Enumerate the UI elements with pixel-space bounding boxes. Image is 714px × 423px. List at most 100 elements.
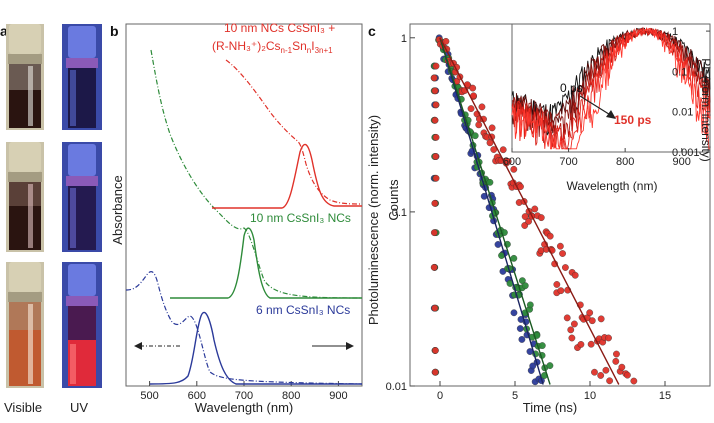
decay-point [432, 133, 440, 141]
inset-x-ticks: 600 700 800 900 [503, 148, 691, 168]
decay-point [606, 377, 614, 385]
panel-c: c Photoluminescence (norm. intensity) Co… [366, 23, 713, 415]
arrow-right [312, 342, 354, 350]
decay-point [432, 101, 440, 109]
decay-point [591, 368, 598, 376]
decay-point [430, 263, 438, 271]
decay-point [510, 309, 518, 317]
c-tick-label: 10 [584, 390, 596, 402]
c-tick-label: 0 [437, 390, 443, 402]
decay-point [538, 342, 546, 349]
decay-point [587, 340, 595, 348]
decay-point [431, 368, 439, 376]
panel-c-y-label-outer: Photoluminescence (norm. intensity) [366, 115, 381, 325]
inset-y-ticks: 1 0.1 0.01 0.001 [672, 26, 710, 159]
curve-mixed-pl [212, 143, 362, 209]
panel-c-fit-lines [439, 37, 620, 385]
decay-point [525, 217, 532, 225]
panel-b-letter: b [110, 23, 119, 39]
decay-point [559, 250, 566, 257]
decay-point [499, 146, 507, 154]
label-uv: UV [70, 400, 88, 415]
decay-point [562, 264, 569, 271]
decay-point [605, 334, 612, 342]
decay-fit-line [439, 37, 620, 385]
decay-point [588, 317, 596, 325]
decay-point [510, 254, 518, 262]
vial-uv-3 [62, 262, 102, 388]
b-tick-label: 900 [329, 390, 347, 402]
decay-point [531, 205, 539, 213]
curve-10nm-absorbance [150, 49, 363, 299]
decay-point [510, 165, 518, 173]
decay-fit-line [439, 37, 551, 385]
decay-point [546, 232, 554, 240]
decay-point [546, 362, 554, 370]
decay-point [521, 222, 529, 229]
decay-point [526, 301, 534, 309]
vial-visible-1 [6, 24, 44, 130]
panel-a: a [0, 23, 102, 415]
vial-uv-1 [62, 24, 102, 130]
decay-point [430, 229, 438, 237]
inset-tick-label: 900 [673, 156, 691, 168]
decay-point [618, 363, 626, 371]
decay-point [567, 326, 575, 334]
panel-a-letter: a [0, 23, 8, 39]
panel-b-x-label: Wavelength (nm) [195, 400, 294, 415]
decay-point [630, 377, 638, 385]
inset-tick-label: 800 [616, 156, 634, 168]
b-tick-label: 700 [235, 390, 253, 402]
decay-point [521, 282, 529, 290]
curve-6nm-absorbance [125, 271, 363, 385]
inset-arrow [579, 95, 616, 119]
decay-series [430, 36, 638, 385]
inset-tick-label: 600 [503, 156, 521, 168]
annotation-mixed-line1: 10 nm NCs CsSnI₃ + [224, 21, 335, 35]
decay-point [431, 199, 439, 207]
vial-uv-2 [62, 142, 102, 252]
panel-c-y-ticks: 1 0.1 0.01 [386, 33, 415, 393]
inset-ytick-label: 0.01 [672, 107, 693, 119]
decay-fit-line [439, 37, 544, 385]
decay-point [557, 287, 565, 295]
c-tick-label: 5 [512, 390, 518, 402]
annotation-10nm: 10 nm CsSnI₃ NCs [250, 211, 351, 225]
decay-point [556, 242, 564, 250]
inset-label-150ps: 150 ps [614, 113, 652, 127]
decay-point [597, 315, 605, 323]
decay-point [586, 309, 594, 317]
panel-c-x-label: Time (ns) [523, 400, 577, 415]
b-tick-label: 800 [282, 390, 300, 402]
decay-point [563, 314, 571, 322]
decay-point [612, 357, 620, 365]
inset-spectrum-line [511, 26, 711, 150]
inset-ytick-label: 0.1 [672, 66, 687, 78]
decay-point [518, 277, 526, 285]
inset-spectrum-line [511, 27, 710, 150]
panel-c-letter: c [368, 23, 376, 39]
c-ytick-label: 1 [401, 33, 407, 45]
inset-label-0ps: 0 ps [560, 81, 583, 95]
decay-point [469, 84, 477, 92]
decay-point [570, 320, 578, 328]
decay-point [518, 336, 526, 343]
inset-spectra [511, 26, 711, 150]
decay-point [537, 214, 545, 222]
decay-point [431, 304, 439, 312]
label-visible: Visible [4, 400, 42, 415]
arrow-left [134, 342, 180, 350]
panel-b-frame [125, 23, 363, 387]
curve-mixed-absorbance [225, 59, 363, 205]
annotation-mixed-line2: (R-NH₃⁺)₂Csn-1SnnI3n+1 [212, 39, 333, 55]
decay-point [529, 362, 537, 370]
decay-point [430, 74, 438, 82]
b-tick-label: 600 [188, 390, 206, 402]
decay-point [471, 132, 479, 140]
c-ytick-label: 0.01 [386, 381, 407, 393]
panel-c-x-ticks: 0 5 10 15 [437, 381, 671, 402]
panel-b-y-label: Absorbance [110, 175, 125, 244]
decay-point [597, 372, 605, 379]
decay-point [571, 271, 579, 279]
